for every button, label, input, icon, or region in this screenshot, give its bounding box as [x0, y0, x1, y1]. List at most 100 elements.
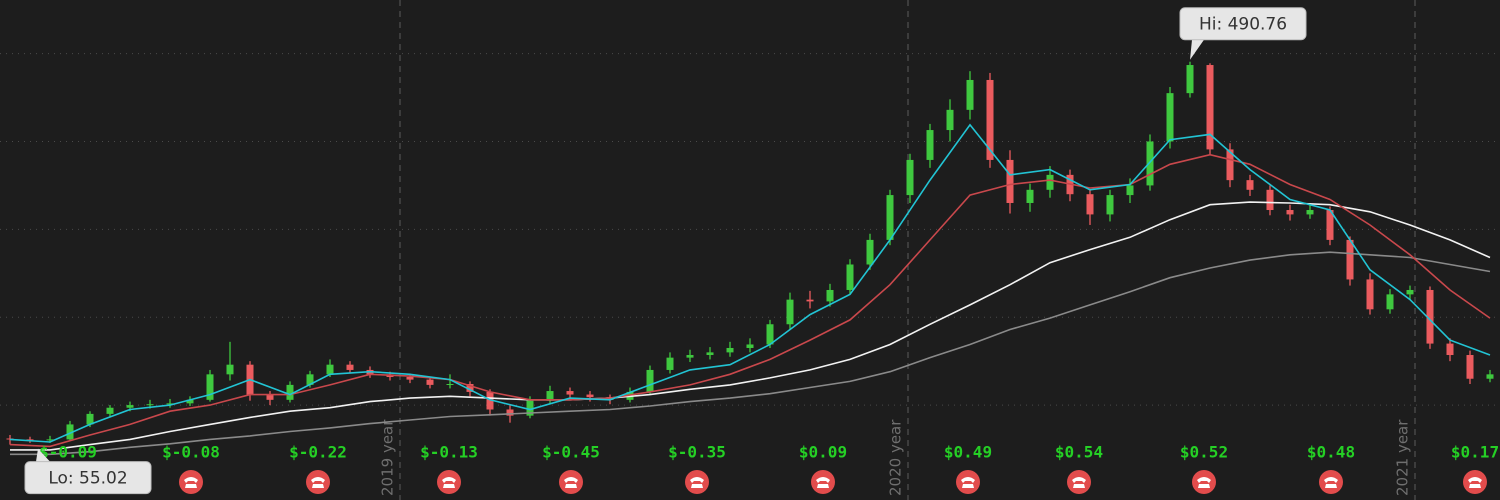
icon-circle — [1463, 470, 1487, 494]
candle — [206, 369, 214, 402]
candle-body — [646, 369, 654, 392]
candle-body — [1326, 210, 1334, 240]
icon-circle — [1067, 470, 1091, 494]
icon-circle — [179, 470, 203, 494]
candle-body — [126, 405, 134, 408]
candle-body — [346, 364, 354, 370]
candle — [1366, 273, 1374, 315]
candle-body — [266, 394, 274, 400]
candle — [1126, 178, 1134, 203]
icon-phone — [816, 477, 830, 488]
candle-body — [426, 379, 434, 385]
icon-phone — [1197, 477, 1211, 488]
earnings-label: $-0.22 — [289, 443, 347, 462]
candle — [766, 319, 774, 348]
moving-average-line — [10, 201, 1491, 451]
icon-phone — [311, 477, 325, 488]
candle-body — [1026, 189, 1034, 203]
candle-body — [86, 413, 94, 425]
candle — [826, 283, 834, 307]
candle — [746, 338, 754, 353]
candle — [586, 391, 594, 402]
candle — [986, 72, 994, 168]
earnings-call-icon — [437, 470, 461, 494]
candle-body — [986, 79, 994, 160]
candle — [566, 387, 574, 399]
annotation-label: Lo: 55.02 — [48, 469, 127, 489]
icon-phone — [184, 477, 198, 488]
earnings-label: $-0.13 — [420, 443, 478, 462]
annotation-box — [24, 461, 152, 495]
candle-body — [286, 384, 294, 400]
earnings-label: $0.17 — [1451, 443, 1499, 462]
candle — [1326, 206, 1334, 246]
candle-body — [706, 352, 714, 356]
candle-body — [546, 391, 554, 401]
candle-body — [106, 407, 114, 414]
candle-body — [1466, 355, 1474, 379]
candle — [1026, 183, 1034, 212]
candle-body — [1406, 289, 1414, 295]
candle-body — [1286, 210, 1294, 215]
annotation-pointer — [1190, 39, 1204, 60]
candle — [486, 389, 494, 416]
candle-body — [686, 355, 694, 358]
candle — [706, 347, 714, 360]
candle — [286, 381, 294, 403]
icon-phone — [442, 477, 456, 488]
candle — [1486, 369, 1494, 383]
candle-body — [6, 438, 14, 440]
price-annotation: Lo: 55.02 — [24, 448, 152, 495]
candle — [1186, 61, 1194, 98]
icon-circle — [437, 470, 461, 494]
icon-phone — [1468, 477, 1482, 488]
candle-body — [1126, 185, 1134, 196]
candle-body — [466, 384, 474, 392]
earnings-label: $-0.35 — [668, 443, 726, 462]
candle — [1386, 289, 1394, 314]
candle — [1306, 202, 1314, 219]
candle-body — [1246, 180, 1254, 190]
candle-body — [406, 376, 414, 380]
candle — [1266, 185, 1274, 216]
candle-body — [1166, 93, 1174, 142]
candle — [946, 99, 954, 142]
earnings-label: $0.52 — [1180, 443, 1228, 462]
icon-circle — [811, 470, 835, 494]
candle — [966, 71, 974, 120]
candle — [1106, 189, 1114, 222]
icon-circle — [306, 470, 330, 494]
candle — [226, 341, 234, 381]
candle-body — [1146, 141, 1154, 186]
icon-phone — [1072, 477, 1086, 488]
candle-body — [1086, 194, 1094, 215]
candle-body — [1306, 210, 1314, 215]
candle — [166, 398, 174, 408]
candle — [106, 405, 114, 418]
candle — [846, 259, 854, 295]
candle — [646, 365, 654, 395]
candle — [1086, 188, 1094, 225]
candle-body — [206, 374, 214, 400]
candle-body — [766, 324, 774, 345]
candle — [1426, 286, 1434, 349]
candle-body — [786, 299, 794, 325]
earnings-label: $-0.09 — [39, 443, 97, 462]
candle — [1166, 86, 1174, 149]
candle — [906, 153, 914, 203]
earnings-call-icon — [1067, 470, 1091, 494]
icon-phone — [1324, 477, 1338, 488]
candle — [1406, 285, 1414, 300]
candle-body — [486, 391, 494, 410]
candle — [66, 420, 74, 441]
icon-circle — [956, 470, 980, 494]
earnings-call-icon — [1463, 470, 1487, 494]
candle-body — [926, 130, 934, 160]
candle — [1346, 236, 1354, 286]
candle-body — [1226, 149, 1234, 181]
candle-body — [306, 374, 314, 385]
candle-body — [226, 364, 234, 375]
moving-average-line — [10, 251, 1491, 456]
earnings-call-icon — [1192, 470, 1216, 494]
candle — [1466, 350, 1474, 385]
